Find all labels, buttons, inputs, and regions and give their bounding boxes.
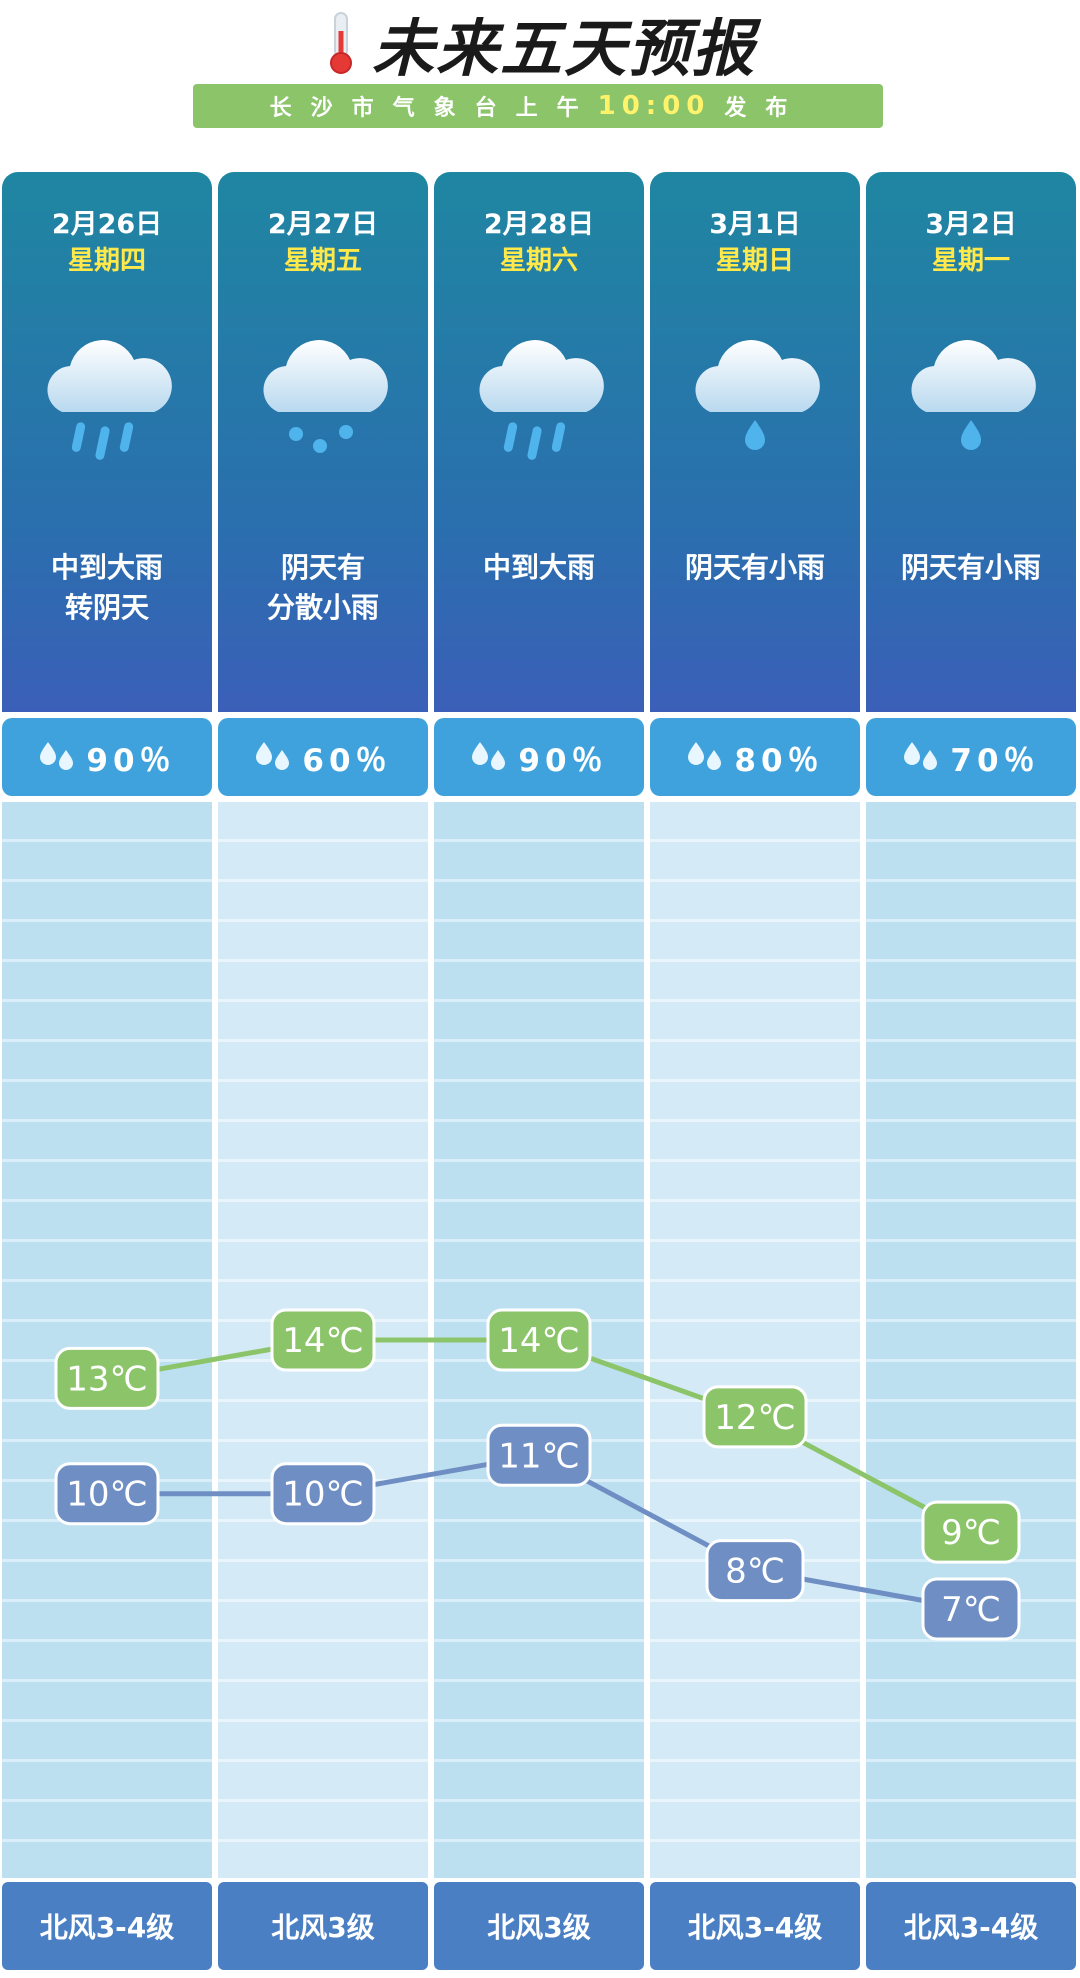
- weather-desc-line-1: 阴天有: [280, 551, 365, 584]
- rain-probability-value: 70％: [950, 742, 1040, 779]
- day-date: 2月27日: [267, 209, 379, 240]
- weather-description: 中到大雨: [434, 548, 644, 588]
- raindrops-icon: [904, 742, 938, 770]
- heavy-rain-cloud-icon: [479, 340, 604, 460]
- publish-info-prefix: 长沙市气象台上午: [269, 96, 598, 121]
- publish-info-bar: 长沙市气象台上午 10:00 发布: [193, 84, 883, 128]
- rain-probability: 70％: [866, 718, 1076, 796]
- day-date: 3月2日: [925, 209, 1017, 240]
- page-title: 未来五天预报: [371, 12, 756, 85]
- day-date: 2月26日: [51, 209, 163, 240]
- weather-description: 阴天有小雨: [866, 548, 1076, 588]
- day-weekday: 星期六: [499, 246, 578, 276]
- chart-column-background: [218, 802, 428, 1878]
- scattered-rain-cloud-icon: [263, 340, 388, 453]
- day-weekday: 星期一: [931, 246, 1010, 276]
- rain-probability: 80％: [650, 718, 860, 796]
- rain-probability: 60％: [218, 718, 428, 796]
- rain-probability-value: 90％: [86, 742, 176, 779]
- day-date: 2月28日: [483, 209, 595, 240]
- weather-desc-line-2: 分散小雨: [266, 591, 379, 624]
- rain-probability: 90％: [434, 718, 644, 796]
- publish-info-suffix: 发布: [724, 96, 807, 121]
- title-row: 未来五天预报: [0, 4, 1080, 85]
- day-card: 2月26日 星期四 中到大雨 转阴天: [2, 172, 212, 712]
- wind-label: 北风3-4级: [866, 1882, 1076, 1970]
- weather-description: 中到大雨 转阴天: [2, 548, 212, 628]
- raindrops-icon: [472, 742, 506, 770]
- weather-desc-line-1: 中到大雨: [482, 551, 595, 584]
- chart-column-background: [650, 802, 860, 1878]
- day-weekday: 星期五: [283, 246, 362, 276]
- raindrops-icon: [688, 742, 722, 770]
- day-card: 2月28日 星期六 中到大雨: [434, 172, 644, 712]
- rain-probability-value: 60％: [302, 742, 392, 779]
- light-rain-cloud-icon: [911, 340, 1036, 450]
- publish-time: 10:00: [597, 91, 711, 121]
- rain-probability: 90％: [2, 718, 212, 796]
- wind-label: 北风3级: [218, 1882, 428, 1970]
- day-weekday: 星期日: [715, 246, 794, 276]
- chart-column-background: [866, 802, 1076, 1878]
- rain-probability-value: 80％: [734, 742, 824, 779]
- thermometer-icon: [329, 12, 352, 74]
- raindrops-icon: [256, 742, 290, 770]
- day-card: 3月1日 星期日 阴天有小雨: [650, 172, 860, 712]
- heavy-rain-cloud-icon: [47, 340, 172, 460]
- light-rain-cloud-icon: [695, 340, 820, 450]
- weather-desc-line-1: 阴天有小雨: [900, 551, 1041, 584]
- weather-desc-line-1: 中到大雨: [50, 551, 163, 584]
- wind-label: 北风3-4级: [2, 1882, 212, 1970]
- day-date: 3月1日: [709, 209, 801, 240]
- day-card: 3月2日 星期一 阴天有小雨: [866, 172, 1076, 712]
- weather-desc-line-1: 阴天有小雨: [684, 551, 825, 584]
- rain-probability-value: 90％: [518, 742, 608, 779]
- wind-label: 北风3-4级: [650, 1882, 860, 1970]
- header: 未来五天预报 长沙市气象台上午 10:00 发布: [0, 0, 1080, 140]
- day-weekday: 星期四: [67, 246, 146, 276]
- day-card: 2月27日 星期五 阴天有 分散小雨: [218, 172, 428, 712]
- wind-label: 北风3级: [434, 1882, 644, 1970]
- weather-desc-line-2: 转阴天: [64, 591, 149, 624]
- weather-description: 阴天有 分散小雨: [218, 548, 428, 628]
- raindrops-icon: [40, 742, 74, 770]
- chart-column-background: [434, 802, 644, 1878]
- chart-column-background: [2, 802, 212, 1878]
- weather-description: 阴天有小雨: [650, 548, 860, 588]
